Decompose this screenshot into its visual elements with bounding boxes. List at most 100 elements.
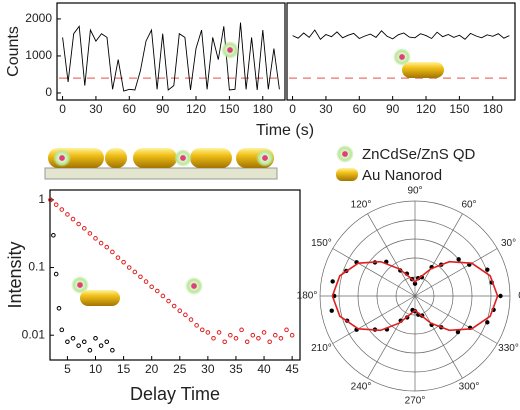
y-tick-label: 0: [45, 85, 52, 99]
fit-line: [331, 260, 499, 332]
decay-point: [222, 339, 228, 345]
legend-label: ZnCdSe/ZnS QD: [362, 146, 476, 163]
x-tick-label: 45: [285, 362, 299, 376]
polar-point: [330, 279, 335, 284]
legend-qd-icon: [336, 145, 354, 163]
y-axis-label: Intensity: [5, 241, 25, 308]
quantum-dot: [174, 149, 192, 167]
quantum-dot: [53, 149, 71, 167]
decay-point: [81, 226, 87, 231]
x-tick-label: 120: [186, 102, 206, 116]
decay-point: [87, 231, 93, 236]
quantum-dot: [221, 41, 239, 59]
decay-point: [250, 332, 256, 338]
nanorod: [190, 148, 232, 168]
polar-spoke: [414, 295, 463, 379]
decay-point: [132, 269, 138, 275]
polar-spoke: [414, 213, 463, 297]
decay-point: [53, 202, 59, 207]
quantum-dot: [71, 276, 89, 294]
nanorod: [133, 148, 177, 168]
angle-label: 60°: [461, 200, 476, 211]
decay-point: [278, 335, 284, 341]
decay-point: [56, 305, 62, 311]
quantum-dot: [256, 149, 274, 167]
decay-point: [211, 335, 216, 341]
x-tick-label: 15: [117, 362, 131, 376]
x-tick-label: 30: [319, 102, 333, 116]
polar-point: [329, 308, 334, 313]
x-tick-label: 5: [64, 362, 71, 376]
angle-label: 270°: [405, 396, 426, 407]
decay-point: [166, 298, 171, 304]
angle-label: 150°: [311, 238, 332, 249]
decay-point: [177, 308, 183, 314]
polar-spoke: [332, 295, 416, 344]
y-axis-label: Counts: [5, 26, 22, 77]
decay-point: [239, 327, 244, 333]
polar-spoke: [367, 295, 416, 379]
decay-point: [65, 339, 70, 345]
decay-point: [244, 339, 250, 345]
decay-point: [48, 197, 53, 203]
decay-point: [104, 244, 110, 250]
x-tick-label: 10: [89, 362, 103, 376]
decay-point: [115, 255, 121, 260]
decay-point: [126, 265, 132, 270]
decay-point: [76, 343, 81, 348]
x-tick-label: 35: [229, 362, 243, 376]
angle-label: 90°: [407, 186, 422, 197]
x-tick-label: 40: [257, 362, 271, 376]
decay-point: [53, 271, 59, 277]
x-tick-label: 20: [145, 362, 159, 376]
polar-spoke: [414, 295, 498, 344]
angle-label: 120°: [351, 200, 372, 211]
decay-point: [110, 347, 115, 353]
decay-point: [110, 249, 115, 255]
decay-point: [171, 303, 177, 309]
polar-point: [485, 320, 490, 325]
angle-label: 300°: [459, 382, 480, 393]
decay-point: [216, 330, 222, 335]
decay-point: [65, 212, 70, 217]
x-tick-label: 0: [289, 102, 296, 116]
schematic: ZnCdSe/ZnS QD Au Nanorod: [44, 41, 476, 306]
polar-spoke: [332, 248, 416, 297]
angle-label: 210°: [311, 343, 332, 354]
decay-point: [76, 221, 81, 227]
decay-point: [188, 317, 194, 322]
x-tick-label: 25: [173, 362, 187, 376]
quantum-dot: [185, 277, 203, 295]
polar-point: [498, 293, 503, 299]
decay-point: [70, 335, 76, 341]
decay-point: [51, 232, 56, 238]
decay-point: [261, 330, 267, 335]
decay-point: [149, 284, 154, 290]
decay-point: [121, 259, 126, 265]
decay-point: [98, 343, 104, 348]
decay-point: [272, 332, 278, 338]
legend-label: Au Nanorod: [362, 167, 442, 184]
decay-point: [93, 236, 98, 241]
decay-point: [233, 335, 239, 341]
decay-point: [59, 207, 65, 212]
legend-rod-icon: [336, 168, 358, 181]
decay-point: [93, 335, 98, 341]
x-tick-label: 180: [483, 102, 503, 116]
nanorod: [80, 290, 120, 306]
y-tick-label: 1: [38, 192, 45, 206]
decay-point: [256, 335, 261, 341]
plot-frame: [286, 2, 516, 101]
x-axis-label: Time (s): [256, 122, 314, 139]
polar-point: [456, 257, 461, 262]
decay-point: [228, 332, 233, 338]
decay-point: [267, 339, 272, 345]
x-tick-label: 180: [253, 102, 273, 116]
polar-spoke: [414, 248, 498, 297]
x-axis-label: Delay Time: [130, 384, 220, 404]
angle-label: 240°: [351, 382, 372, 393]
trace-line: [62, 22, 280, 92]
quantum-dot: [393, 48, 411, 66]
y-tick-label: 0.1: [28, 260, 45, 274]
